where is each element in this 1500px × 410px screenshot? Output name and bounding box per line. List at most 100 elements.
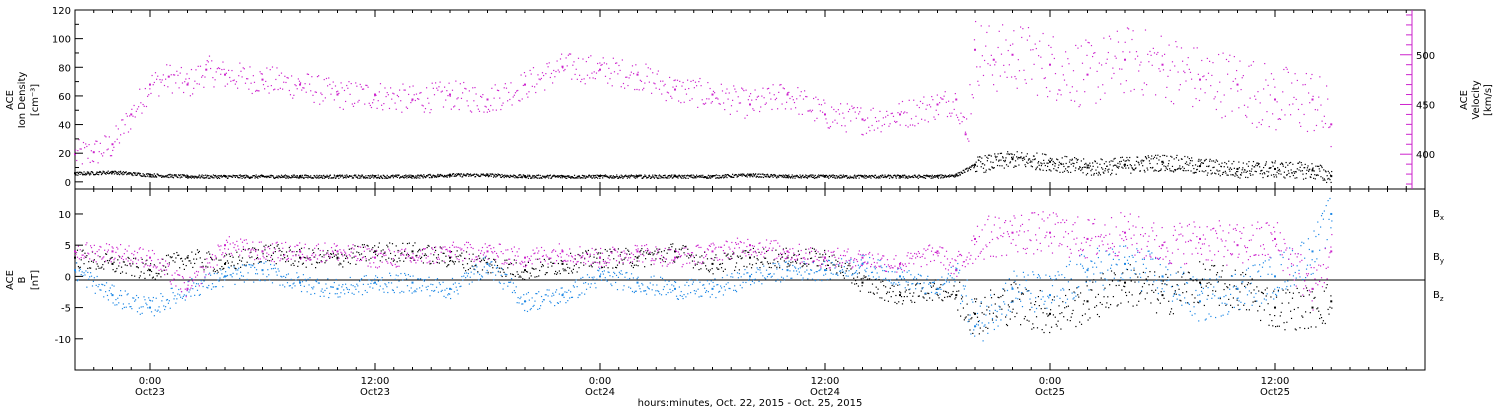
velocity-sample xyxy=(1215,108,1217,111)
by-sample xyxy=(135,294,138,297)
ion-density-sample xyxy=(375,174,377,177)
bx-sample xyxy=(849,265,851,267)
ion-density-sample xyxy=(193,177,195,179)
velocity-sample xyxy=(879,110,881,113)
velocity-sample xyxy=(1053,57,1055,60)
bx-sample xyxy=(102,264,104,266)
ion-density-sample xyxy=(1112,165,1115,167)
bx-sample xyxy=(1194,297,1196,299)
ion-density-sample xyxy=(1107,171,1109,173)
bx-sample xyxy=(792,261,794,263)
bx-sample xyxy=(1170,308,1173,310)
ion-density-sample xyxy=(490,173,492,175)
ion-density-sample xyxy=(1214,161,1216,163)
ion-density-sample xyxy=(117,172,119,174)
bx-sample xyxy=(282,258,284,260)
ion-density-sample xyxy=(879,177,881,179)
ion-density-sample xyxy=(258,175,261,177)
ion-density-sample xyxy=(528,175,530,177)
bx-point xyxy=(1274,306,1276,309)
bx-sample xyxy=(1216,271,1219,274)
velocity-sample xyxy=(750,93,752,95)
ion-density-sample xyxy=(1257,163,1260,166)
velocity-sample xyxy=(693,87,695,89)
by-sample xyxy=(215,286,217,288)
bx-sample xyxy=(835,259,837,261)
velocity-sample xyxy=(996,90,998,92)
velocity-sample xyxy=(687,79,689,81)
bx-sample xyxy=(1053,296,1055,298)
bx-point xyxy=(524,269,526,272)
bx-sample xyxy=(428,245,430,247)
by-sample xyxy=(201,282,203,284)
ion-density-sample xyxy=(623,176,625,178)
velocity-sample xyxy=(1166,86,1168,88)
bx-sample xyxy=(148,268,150,270)
bx-sample xyxy=(248,247,250,250)
ion-density-sample xyxy=(1054,163,1057,165)
ion-density-sample xyxy=(1101,167,1103,169)
velocity-sample xyxy=(1150,54,1152,56)
bx-sample xyxy=(422,262,425,264)
velocity-sample xyxy=(397,95,400,98)
bx-sample xyxy=(998,297,1000,299)
velocity-sample xyxy=(764,103,766,105)
velocity-sample xyxy=(809,109,811,111)
bx-sample xyxy=(1084,313,1086,315)
velocity-sample xyxy=(357,101,359,103)
ion-density-sample xyxy=(945,176,947,178)
velocity-point xyxy=(130,113,133,116)
ion-density-sample xyxy=(301,176,303,178)
by-sample xyxy=(148,297,150,299)
ion-density-sample xyxy=(576,175,578,177)
ion-density-sample xyxy=(136,173,139,175)
ion-density-sample xyxy=(125,171,127,173)
bx-sample xyxy=(1196,280,1198,282)
velocity-sample xyxy=(82,141,85,144)
ion-density-point xyxy=(1236,167,1239,170)
velocity-sample xyxy=(455,80,457,82)
velocity-sample xyxy=(714,92,716,94)
velocity-sample xyxy=(1176,46,1178,48)
velocity-sample xyxy=(1096,70,1098,72)
bx-sample xyxy=(720,263,722,265)
ion-density-sample xyxy=(109,172,112,174)
velocity-sample xyxy=(1210,85,1212,87)
ion-density-sample xyxy=(460,173,463,175)
ion-density-sample xyxy=(550,177,553,179)
velocity-sample xyxy=(265,80,267,83)
bx-sample xyxy=(1087,319,1089,321)
bx-sample xyxy=(726,254,728,256)
ion-density-sample xyxy=(1137,161,1139,163)
ion-density-sample xyxy=(740,173,742,175)
ion-density-sample xyxy=(222,175,224,178)
bx-sample xyxy=(1063,316,1065,318)
velocity-sample xyxy=(288,89,290,92)
bx-sample xyxy=(507,267,509,269)
velocity-sample xyxy=(310,90,312,92)
bx-sample xyxy=(366,244,368,247)
bx-sample xyxy=(815,252,817,255)
bx-sample xyxy=(1210,283,1212,285)
ion-density-sample xyxy=(1246,170,1248,172)
velocity-sample xyxy=(132,115,134,117)
velocity-sample xyxy=(215,71,217,73)
ion-density-sample xyxy=(805,176,807,179)
bx-sample xyxy=(822,254,824,256)
velocity-sample xyxy=(195,69,197,71)
bx-sample xyxy=(374,245,376,247)
bx-sample xyxy=(297,265,299,267)
bx-sample xyxy=(1249,283,1251,285)
bx-sample xyxy=(1047,315,1049,317)
bx-sample xyxy=(1048,314,1050,316)
velocity-sample xyxy=(539,79,541,81)
velocity-sample xyxy=(450,108,452,110)
ion-density-sample xyxy=(1247,176,1249,179)
velocity-sample xyxy=(620,86,622,88)
ion-density-sample xyxy=(901,175,903,177)
bx-sample xyxy=(450,259,452,262)
ion-density-sample xyxy=(429,173,431,175)
velocity-sample xyxy=(546,63,548,65)
by-point xyxy=(786,269,789,272)
ion-density-sample xyxy=(324,176,326,179)
